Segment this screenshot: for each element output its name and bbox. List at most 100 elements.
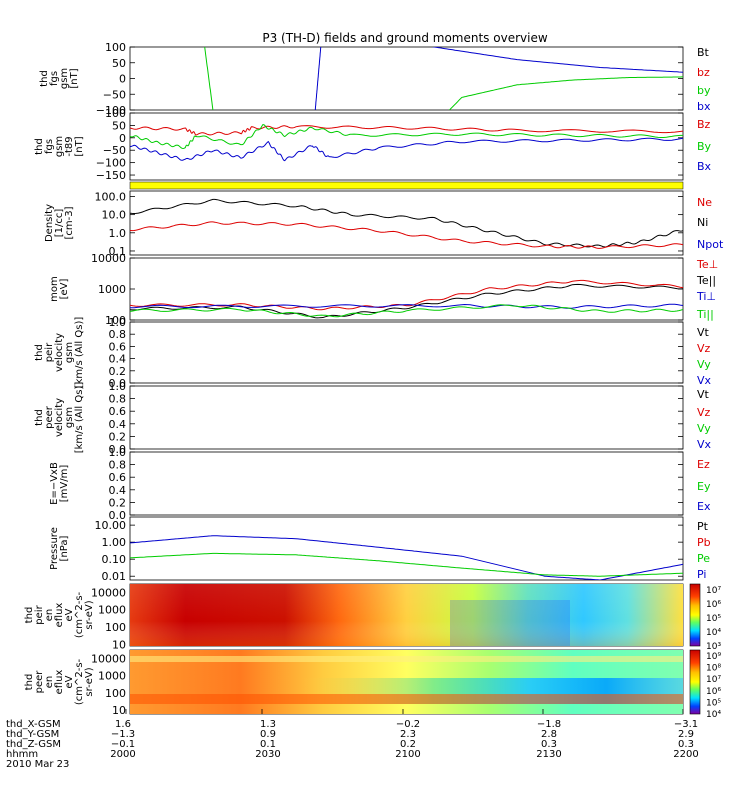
time-axis-value: −1.3 xyxy=(111,729,135,740)
y-axis-label: [nT] xyxy=(74,136,85,156)
legend-entry: Vx xyxy=(697,438,712,451)
y-axis-label: thd xyxy=(34,138,45,155)
y-tick-label: 50 xyxy=(112,57,126,70)
colorbar-tick-label: 10⁸ xyxy=(706,664,721,674)
time-axis-value: 2030 xyxy=(255,749,280,760)
y-tick-label: 1.0 xyxy=(109,380,127,393)
y-axis-label: [km/s (All Qs)] xyxy=(74,317,85,389)
y-axis-label: gsm xyxy=(59,68,70,89)
time-axis-value: 0.3 xyxy=(678,739,694,750)
y-tick-label: 10000 xyxy=(91,252,126,265)
plot-title: P3 (TH-D) fields and ground moments over… xyxy=(262,31,547,45)
colorbar-tick-label: 10⁵ xyxy=(706,698,721,708)
y-axis-label: gsm xyxy=(64,407,75,428)
y-tick-label: 10 xyxy=(112,704,126,717)
time-axis-row-label: hhmm xyxy=(6,749,38,760)
time-axis-value: 0.1 xyxy=(260,739,276,750)
legend-entry: Ni xyxy=(697,216,708,229)
legend-entry: Vz xyxy=(697,342,711,355)
legend-entry: By xyxy=(697,140,712,153)
y-tick-label: 0.6 xyxy=(109,340,127,353)
legend-entry: Ti⊥ xyxy=(696,290,716,303)
y-axis-label: eflux xyxy=(54,670,65,695)
series-line xyxy=(130,137,683,162)
y-tick-label: 100 xyxy=(105,41,126,54)
y-tick-label: 1.00 xyxy=(102,536,127,549)
time-axis-value: 0.9 xyxy=(260,729,276,740)
y-tick-label: −50 xyxy=(103,144,126,157)
legend-entry: Ey xyxy=(697,480,711,493)
time-axis-value: 2.3 xyxy=(400,729,416,740)
y-axis-label: sr-eV) xyxy=(84,600,95,629)
legend-entry: Vy xyxy=(697,358,711,371)
time-axis-value: −1.8 xyxy=(537,719,561,730)
time-axis-value: 2200 xyxy=(673,749,698,760)
time-axis-row-label: thd_X-GSM xyxy=(6,719,61,730)
time-axis-value: −0.1 xyxy=(111,739,135,750)
legend-entry: bz xyxy=(697,66,710,79)
y-axis-label: (cm^2-s- xyxy=(74,658,85,705)
legend-entry: by xyxy=(697,84,711,97)
y-axis-label: thd xyxy=(34,344,45,361)
y-tick-label: 0.0 xyxy=(109,443,127,456)
y-axis-label: eV xyxy=(64,608,75,621)
y-tick-label: 100 xyxy=(105,621,126,634)
legend-entry: Vy xyxy=(697,422,711,435)
time-axis-row-label: thd_Z-GSM xyxy=(6,739,61,750)
y-tick-label: 0.6 xyxy=(109,471,127,484)
colorbar-tick-label: 10⁶ xyxy=(706,600,721,610)
series-line xyxy=(130,221,683,249)
y-tick-label: 0.2 xyxy=(109,496,127,509)
y-axis-label: en xyxy=(44,676,55,689)
series-line xyxy=(130,124,683,150)
y-axis-label: (cm^2-s- xyxy=(74,591,85,638)
legend-entry: Pe xyxy=(697,552,710,565)
y-tick-label: 1.0 xyxy=(109,316,127,329)
y-axis-label: peir xyxy=(34,604,45,624)
panel-frame xyxy=(129,321,684,384)
y-tick-label: 1000 xyxy=(98,283,126,296)
y-axis-label: -t89 xyxy=(64,136,75,156)
time-axis-row-label: thd_Y-GSM xyxy=(6,729,59,740)
y-axis-label: thd xyxy=(34,409,45,426)
y-axis-label: thd xyxy=(39,70,50,87)
peir-colorbar xyxy=(689,583,701,647)
y-tick-label: 0 xyxy=(119,132,126,145)
colorbar-tick-label: 10⁵ xyxy=(706,614,721,624)
y-tick-label: 100.0 xyxy=(95,190,127,203)
time-axis-value: 2000 xyxy=(110,749,135,760)
peir-spectrogram-image xyxy=(130,584,683,646)
y-axis-label: [nPa] xyxy=(59,535,70,561)
y-tick-label: 0.0 xyxy=(109,509,127,522)
colorbar-tick-label: 10⁶ xyxy=(706,687,721,697)
series-line xyxy=(130,552,683,577)
panel-fgs: 100 50 0 −50 −100 thd fgs gsm [nT] Bt bz by bx xyxy=(39,41,711,117)
y-axis-label: [cm-3] xyxy=(64,206,75,239)
time-axis-value: 2100 xyxy=(395,749,420,760)
y-axis-label: gsm xyxy=(64,342,75,363)
y-axis-label: Pressure xyxy=(49,527,60,570)
y-tick-label: 1000 xyxy=(98,670,126,683)
y-tick-label: 10 xyxy=(112,638,126,651)
y-axis-label: thd xyxy=(24,607,35,624)
y-tick-label: 0.2 xyxy=(109,365,127,378)
y-tick-label: 10000 xyxy=(91,586,126,599)
y-tick-label: −50 xyxy=(103,88,126,101)
y-tick-label: 10.00 xyxy=(95,519,127,532)
y-tick-label: 0 xyxy=(119,73,126,86)
quality-flag-bar xyxy=(129,181,684,190)
y-axis-label: peir xyxy=(44,342,55,362)
time-axis-value: 2130 xyxy=(536,749,561,760)
legend-entry: Te⊥ xyxy=(696,258,718,271)
y-tick-label: 1000 xyxy=(98,604,126,617)
legend-entry: Vx xyxy=(697,374,712,387)
y-tick-label: 0.10 xyxy=(102,553,127,566)
y-axis-label: gsm xyxy=(54,136,65,157)
y-axis-label: peer xyxy=(44,405,55,429)
time-axis-value: −0.2 xyxy=(396,719,420,730)
y-tick-label: 100 xyxy=(105,687,126,700)
